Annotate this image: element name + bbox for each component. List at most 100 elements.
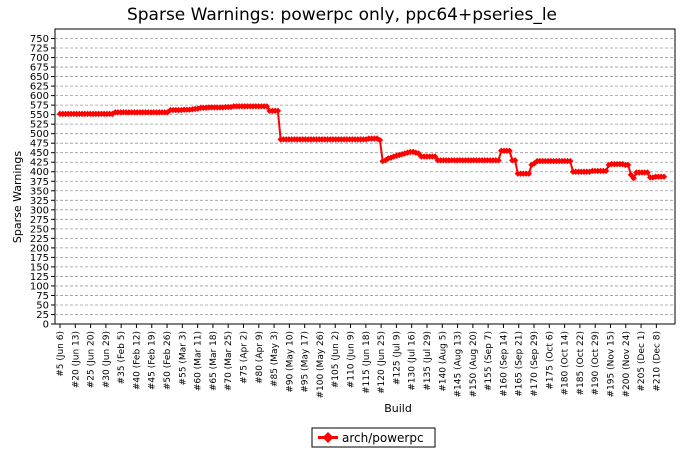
x-tick-label: #140 (Aug 5) bbox=[438, 331, 448, 392]
y-tick-label: 175 bbox=[30, 253, 49, 264]
y-tick-label: 500 bbox=[30, 129, 49, 140]
y-tick-label: 475 bbox=[30, 139, 49, 150]
y-tick-label: 75 bbox=[36, 291, 49, 302]
data-point bbox=[263, 103, 271, 110]
data-point bbox=[649, 174, 657, 181]
x-tick-label: #210 (Dec 8) bbox=[652, 331, 662, 392]
data-point bbox=[586, 168, 593, 175]
data-point bbox=[109, 110, 116, 118]
x-tick-label: #110 (Jun 9) bbox=[347, 331, 357, 388]
y-tick-label: 100 bbox=[30, 281, 49, 292]
series-layer bbox=[56, 103, 668, 182]
x-tick-label: #130 (Jul 16) bbox=[408, 331, 418, 391]
y-tick-label: 225 bbox=[30, 234, 49, 245]
data-point bbox=[376, 136, 384, 144]
x-tick-label: #180 (Oct 14) bbox=[561, 331, 571, 395]
x-tick-label: #165 (Sep 21) bbox=[515, 331, 525, 397]
x-tick-label: #20 (Jun 13) bbox=[71, 331, 81, 388]
plot-area bbox=[54, 28, 676, 325]
x-tick-label: #5 (Jun 6) bbox=[56, 331, 66, 377]
y-tick-label: 725 bbox=[30, 44, 49, 55]
y-tick-label: 25 bbox=[36, 310, 49, 321]
x-tick-label: #25 (Jun 20) bbox=[87, 331, 97, 388]
x-tick-label: #205 (Dec 1) bbox=[637, 331, 647, 392]
x-tick-label: #95 (May 17) bbox=[301, 331, 311, 393]
y-tick-label: 125 bbox=[30, 272, 49, 283]
y-axis-title: Sparse Warnings bbox=[11, 151, 24, 243]
data-point bbox=[525, 170, 533, 177]
y-tick-label: 150 bbox=[30, 262, 49, 273]
chart-title: Sparse Warnings: powerpc only, ppc64+pse… bbox=[127, 5, 557, 25]
x-tick-label: #40 (Feb 12) bbox=[132, 331, 142, 390]
x-tick-label: #45 (Feb 19) bbox=[148, 331, 158, 390]
y-tick-label: 600 bbox=[30, 91, 49, 102]
x-tick-label: #85 (May 3) bbox=[270, 331, 280, 387]
legend-box bbox=[311, 427, 436, 448]
x-tick-label: #75 (Apr 2) bbox=[239, 331, 249, 384]
x-tick-label: #170 (Sep 29) bbox=[530, 331, 540, 397]
x-tick-label: #55 (Mar 3) bbox=[178, 331, 188, 385]
x-tick-label: #155 (Sep 7) bbox=[484, 331, 494, 391]
x-tick-label: #65 (Mar 18) bbox=[209, 331, 219, 391]
x-tick-label: #90 (May 10) bbox=[285, 331, 295, 393]
data-point bbox=[431, 153, 439, 160]
y-tick-label: 400 bbox=[30, 167, 49, 178]
data-point bbox=[624, 161, 632, 169]
x-tick-label: #150 (Aug 20) bbox=[469, 331, 479, 398]
y-tick-label: 450 bbox=[30, 148, 49, 159]
y-tick-label: 750 bbox=[30, 34, 49, 45]
x-axis-title: Build bbox=[384, 402, 412, 415]
x-tick-label: #120 (Jun 25) bbox=[377, 331, 387, 394]
x-tick-label: #100 (May 26) bbox=[316, 331, 326, 399]
y-tick-label: 650 bbox=[30, 72, 49, 83]
x-tick-label: #175 (Oct 6) bbox=[545, 331, 555, 390]
y-tick-label: 575 bbox=[30, 101, 49, 112]
x-tick-label: #160 (Sep 14) bbox=[499, 331, 509, 397]
x-axis-ticks: #5 (Jun 6) #20 (Jun 13) #25 (Jun 20) #30 (J… bbox=[56, 324, 662, 399]
x-tick-label: #190 (Oct 29) bbox=[591, 331, 601, 395]
x-tick-label: #35 (Feb 5) bbox=[117, 331, 127, 384]
data-point bbox=[495, 157, 502, 164]
data-point bbox=[660, 173, 668, 180]
x-tick-label: #115 (Jun 18) bbox=[362, 331, 372, 394]
y-axis-ticks: 0255075100125150175200225250275300325350… bbox=[30, 34, 55, 331]
y-tick-label: 350 bbox=[30, 186, 49, 197]
data-point bbox=[630, 175, 637, 182]
x-tick-label: #195 (Nov 15) bbox=[606, 331, 616, 397]
legend: arch/powerpc bbox=[311, 427, 436, 448]
x-tick-label: #70 (Mar 25) bbox=[224, 331, 234, 391]
data-point bbox=[567, 157, 574, 165]
x-tick-label: #125 (Jul 9) bbox=[392, 331, 402, 385]
y-tick-label: 325 bbox=[30, 196, 49, 207]
y-tick-label: 200 bbox=[30, 243, 49, 254]
y-tick-label: 700 bbox=[30, 53, 49, 64]
data-point bbox=[506, 147, 513, 155]
y-tick-label: 300 bbox=[30, 205, 49, 216]
data-point bbox=[602, 167, 610, 175]
x-tick-label: #80 (Apr 9) bbox=[255, 331, 265, 384]
data-point bbox=[644, 169, 651, 176]
y-tick-label: 525 bbox=[30, 120, 49, 131]
x-tick-label: #30 (Jun 29) bbox=[102, 331, 112, 388]
x-tick-label: #200 (Nov 24) bbox=[622, 331, 632, 397]
y-tick-label: 0 bbox=[43, 320, 49, 331]
x-tick-label: #50 (Feb 26) bbox=[163, 331, 173, 390]
x-tick-label: #145 (Aug 13) bbox=[454, 331, 464, 398]
x-tick-label: #105 (Jun 2) bbox=[331, 331, 341, 388]
y-tick-label: 425 bbox=[30, 158, 49, 169]
legend-label: arch/powerpc bbox=[342, 431, 424, 445]
data-point bbox=[194, 105, 202, 112]
data-point bbox=[605, 161, 613, 169]
data-point bbox=[164, 109, 171, 116]
y-tick-label: 625 bbox=[30, 82, 49, 93]
data-point bbox=[511, 157, 519, 164]
legend-marker-icon bbox=[322, 432, 334, 443]
y-tick-label: 50 bbox=[36, 300, 49, 311]
x-tick-label: #60 (Mar 11) bbox=[194, 331, 204, 391]
x-tick-label: #135 (Jul 29) bbox=[423, 331, 433, 391]
x-tick-label: #185 (Oct 22) bbox=[576, 331, 586, 395]
data-point bbox=[274, 107, 282, 115]
y-tick-label: 675 bbox=[30, 63, 49, 74]
y-tick-label: 250 bbox=[30, 224, 49, 235]
